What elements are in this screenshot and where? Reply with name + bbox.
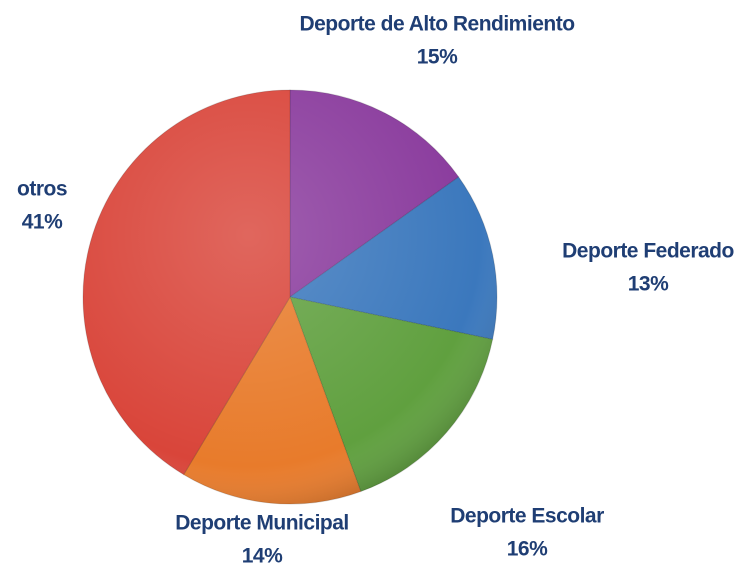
slice-value-label: 14% (242, 545, 283, 568)
slice-label: Deporte Municipal (175, 512, 349, 535)
slice-label: otros (17, 178, 67, 201)
pie (82, 89, 498, 505)
slice-label: Deporte Federado (562, 240, 734, 263)
slice-value-label: 13% (628, 273, 669, 296)
slice-value-label: 15% (417, 46, 458, 69)
slice-label: Deporte de Alto Rendimiento (299, 13, 574, 36)
slice-value-label: 16% (507, 538, 548, 561)
slice-value-label: 41% (22, 211, 63, 234)
slice-label: Deporte Escolar (450, 505, 604, 528)
